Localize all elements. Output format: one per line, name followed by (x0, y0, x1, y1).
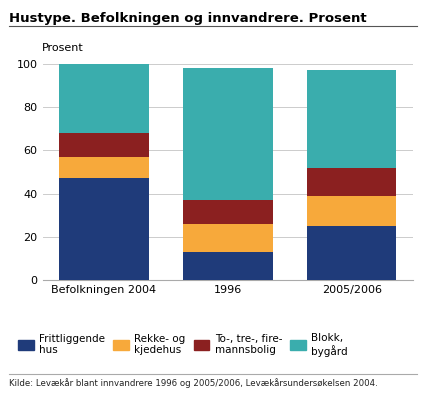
Text: Hustype. Befolkningen og innvandrere. Prosent: Hustype. Befolkningen og innvandrere. Pr… (9, 12, 366, 25)
Text: Prosent: Prosent (42, 43, 84, 53)
Bar (183, 68, 273, 200)
Bar (307, 226, 396, 280)
Bar (183, 224, 273, 252)
Bar (183, 200, 273, 224)
Bar (183, 252, 273, 280)
Legend: Frittliggende
hus, Rekke- og
kjedehus, To-, tre-, fire-
mannsbolig, Blokk,
bygår: Frittliggende hus, Rekke- og kjedehus, T… (18, 333, 348, 357)
Bar (307, 196, 396, 226)
Bar (307, 168, 396, 196)
Bar (307, 70, 396, 168)
Text: Kilde: Levækår blant innvandrere 1996 og 2005/2006, Levækårsundersøkelsen 2004.: Kilde: Levækår blant innvandrere 1996 og… (9, 378, 377, 388)
Bar (60, 64, 149, 133)
Bar (60, 178, 149, 280)
Bar (60, 133, 149, 157)
Bar (60, 157, 149, 178)
